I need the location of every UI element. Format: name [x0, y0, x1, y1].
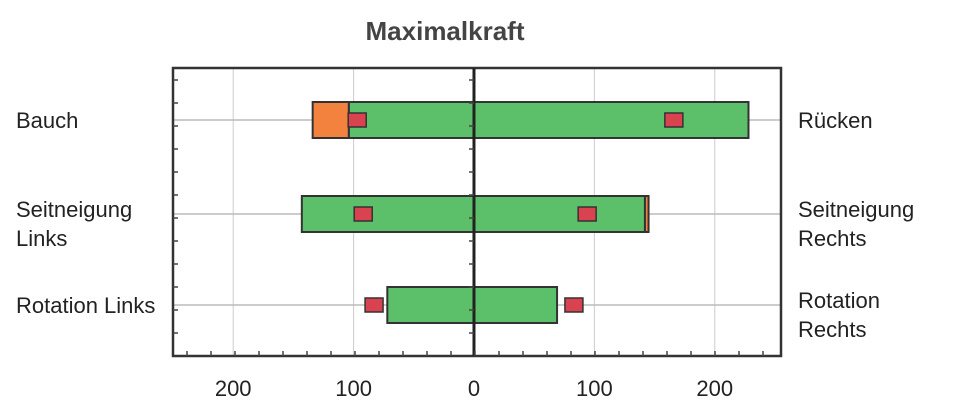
bar	[472, 195, 646, 233]
bar	[643, 195, 650, 233]
reference-marker	[664, 112, 684, 128]
bar	[386, 286, 475, 324]
bar	[347, 101, 475, 139]
category-label: Rotation Links	[16, 292, 156, 318]
x-tick-label: 200	[215, 376, 252, 401]
category-label: Bauch	[16, 107, 79, 133]
reference-marker	[564, 297, 584, 313]
reference-marker	[577, 206, 597, 222]
reference-marker	[353, 206, 373, 222]
reference-marker	[364, 297, 384, 313]
chart-title: Maximalkraft	[366, 16, 525, 46]
x-tick-label: 200	[696, 376, 733, 401]
bar	[311, 101, 350, 139]
plot-frame	[171, 66, 783, 358]
category-label: Seitneigung Rechts	[798, 197, 915, 251]
bar	[472, 286, 559, 324]
x-tick-label: 100	[335, 376, 372, 401]
reference-marker	[347, 112, 367, 128]
category-label: Rücken	[798, 107, 873, 133]
bar	[300, 195, 475, 233]
category-label: Seitneigung Links	[16, 197, 133, 251]
category-label: Rotation Rechts	[798, 288, 880, 342]
x-tick-label: 0	[468, 376, 480, 401]
x-tick-label: 100	[576, 376, 613, 401]
bar	[472, 101, 750, 139]
